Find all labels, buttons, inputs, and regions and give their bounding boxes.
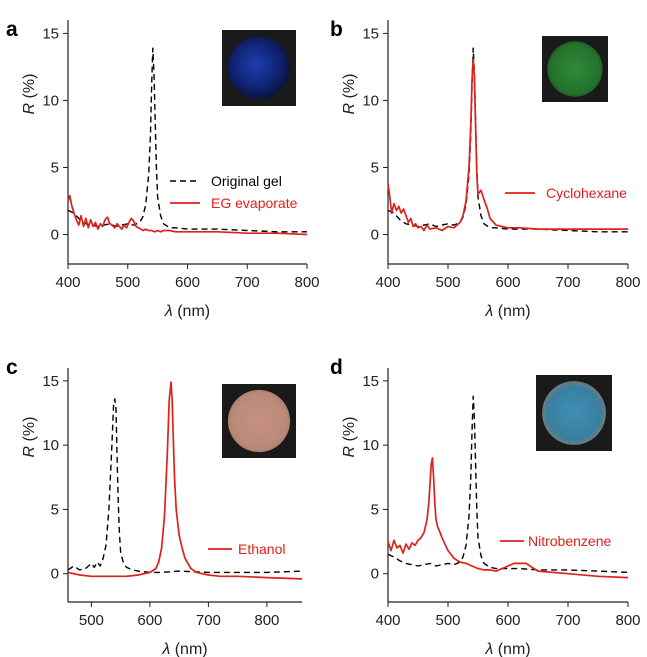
legend: Original gel EG evaporate xyxy=(170,173,298,211)
x-tick-label: 700 xyxy=(555,274,580,291)
legend: Cyclohexane xyxy=(505,185,627,201)
x-axis-label: λ (nm) xyxy=(484,641,530,657)
y-tick-label: 15 xyxy=(362,25,379,42)
panel-d: d 400 500 600 700 800 0 5 10 15 λ (nm) R (%) Nitrobe… xyxy=(330,356,641,657)
y-tick-label: 0 xyxy=(371,227,379,244)
legend: Ethanol xyxy=(208,541,285,557)
legend-label: EG evaporate xyxy=(211,195,298,211)
panel-letter: b xyxy=(330,18,343,41)
x-tick-label: 600 xyxy=(495,274,520,291)
y-tick-label: 5 xyxy=(371,501,379,518)
y-axis-label: R (%) xyxy=(341,74,358,115)
panel-letter: d xyxy=(330,356,343,379)
panel-b: b 400 500 600 700 800 0 5 10 15 λ (nm) R (%) Cyclohe… xyxy=(330,18,641,320)
x-axis-label: λ (nm) xyxy=(164,303,210,320)
y-axis-label: R (%) xyxy=(341,417,358,458)
series-line-ethanol xyxy=(67,381,303,580)
x-tick-label: 800 xyxy=(615,274,640,291)
photo-pink-film-icon xyxy=(222,384,296,458)
y-tick-label: 10 xyxy=(42,92,59,109)
x-tick-label: 700 xyxy=(555,612,580,629)
x-axis-label: λ (nm) xyxy=(484,303,530,320)
series-line-original-gel xyxy=(67,398,303,574)
x-tick-label: 400 xyxy=(55,274,80,291)
photo-blue-film-icon xyxy=(222,30,296,106)
y-axis-label: R (%) xyxy=(21,417,38,458)
x-tick-label: 600 xyxy=(495,612,520,629)
series-line-original-gel xyxy=(387,47,628,233)
legend-label: Ethanol xyxy=(238,541,285,557)
panel-a: a 400 500 600 700 800 0 5 10 15 λ (nm) R (%) Origina… xyxy=(6,18,320,320)
x-tick-label: 700 xyxy=(235,274,260,291)
y-tick-label: 0 xyxy=(371,566,379,583)
x-tick-label: 800 xyxy=(294,274,319,291)
y-tick-label: 5 xyxy=(371,159,379,176)
series-line-original-gel xyxy=(67,47,307,233)
x-tick-label: 800 xyxy=(254,612,279,629)
x-tick-label: 500 xyxy=(435,612,460,629)
legend: Nitrobenzene xyxy=(500,533,611,549)
y-tick-label: 15 xyxy=(362,373,379,390)
panel-letter: c xyxy=(6,356,18,379)
x-tick-label: 700 xyxy=(196,612,221,629)
y-tick-label: 10 xyxy=(362,437,379,454)
legend-label: Cyclohexane xyxy=(546,185,627,201)
series-line-eg-evaporate xyxy=(67,194,308,236)
panel-c: c 500 600 700 800 0 5 10 15 λ (nm) R (%) Ethanol xyxy=(6,356,303,657)
x-tick-label: 600 xyxy=(175,274,200,291)
legend-label: Nitrobenzene xyxy=(528,533,611,549)
y-tick-label: 10 xyxy=(362,92,379,109)
y-tick-label: 5 xyxy=(51,501,59,518)
x-tick-label: 500 xyxy=(435,274,460,291)
y-tick-label: 15 xyxy=(42,25,59,42)
y-tick-label: 10 xyxy=(42,437,59,454)
x-tick-label: 400 xyxy=(375,274,400,291)
photo-green-film-icon xyxy=(542,36,608,102)
x-tick-label: 500 xyxy=(79,612,104,629)
y-tick-label: 5 xyxy=(51,159,59,176)
y-tick-label: 15 xyxy=(42,373,59,390)
legend-label: Original gel xyxy=(211,173,282,189)
y-tick-label: 0 xyxy=(51,566,59,583)
panel-letter: a xyxy=(6,18,18,41)
y-tick-label: 0 xyxy=(51,227,59,244)
y-axis-label: R (%) xyxy=(21,74,38,115)
x-tick-label: 500 xyxy=(115,274,140,291)
photo-teal-film-icon xyxy=(536,375,612,451)
x-axis-label: λ (nm) xyxy=(161,641,207,657)
x-tick-label: 800 xyxy=(615,612,640,629)
x-tick-label: 600 xyxy=(137,612,162,629)
series-line-nitrobenzene xyxy=(387,457,629,579)
series-line-cyclohexane xyxy=(387,58,628,232)
x-tick-label: 400 xyxy=(375,612,400,629)
